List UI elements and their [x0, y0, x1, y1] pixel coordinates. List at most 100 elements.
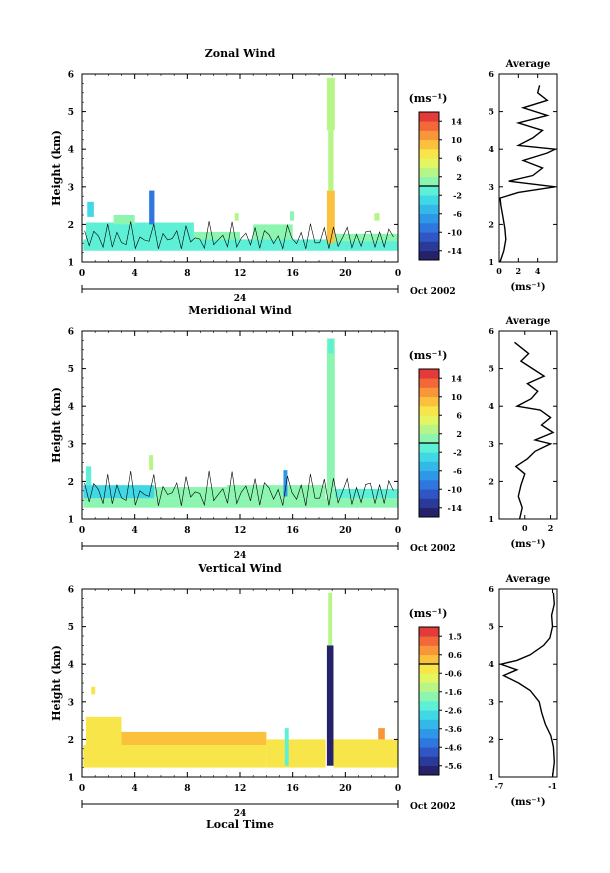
colorbar-swatch-7 [419, 452, 439, 462]
day-label: 24 [234, 809, 247, 819]
colorbar-swatch-10 [419, 167, 439, 178]
heatmap-cell-3 [154, 487, 227, 499]
average-frame [498, 330, 558, 520]
colorbar-tick-label-1: 1.5 [448, 631, 462, 641]
colorbar-tick-label-3: 6 [456, 153, 462, 163]
colorbar-swatch-11 [419, 673, 439, 683]
heatmap-cell-2 [83, 485, 155, 499]
heatmap-cell-8 [328, 592, 333, 646]
avg-y-tick-label-5: 5 [488, 622, 494, 632]
colorbar-swatch-2 [419, 498, 439, 509]
colorbar-tick-label-6: -6 [453, 466, 462, 476]
y-tick-label-4: 4 [68, 661, 74, 671]
colorbar-tick-label-3: -0.6 [445, 668, 463, 678]
colorbar-swatch-12 [419, 664, 439, 674]
heatmap-cell-2 [85, 222, 194, 240]
colorbar-swatch-6 [419, 719, 439, 730]
y-tick-label-3: 3 [68, 440, 74, 450]
colorbar-swatch-16 [419, 112, 439, 122]
colorbar-swatch-3 [419, 232, 439, 242]
x-tick-label-2: 4 [132, 784, 138, 794]
heatmap-cell-9 [328, 338, 334, 354]
colorbar-swatch-12 [419, 149, 439, 159]
colorbar-swatch-12 [419, 406, 439, 416]
heatmap-cell-1 [83, 498, 398, 508]
heatmap-cells [83, 338, 398, 508]
x-tick-label-6: 20 [339, 526, 352, 536]
avg-x-tick-label-2: 2 [548, 523, 554, 533]
colorbar-swatch-1 [419, 507, 439, 518]
avg-x-tick-label-2: 2 [516, 266, 522, 276]
heatmap-cell-9 [333, 739, 398, 768]
avg-y-tick-label-4: 4 [488, 401, 494, 411]
colorbar-swatch-14 [419, 387, 439, 398]
x-tick-label-3: 8 [184, 526, 190, 536]
y-tick-label-6: 6 [68, 328, 74, 338]
avg-y-tick-label-2: 2 [488, 219, 494, 229]
colorbar-swatch-5 [419, 213, 439, 224]
colorbar-swatch-8 [419, 443, 439, 453]
panel-title: Vertical Wind [197, 562, 282, 575]
colorbar-swatch-2 [419, 756, 439, 767]
x-tick-label-1: 0 [79, 526, 85, 536]
heatmap-cells [83, 592, 398, 768]
y-axis-label: Height (km) [50, 130, 63, 206]
colorbar-swatch-8 [419, 701, 439, 711]
y-tick-label-3: 3 [68, 183, 74, 193]
colorbar-swatch-15 [419, 121, 439, 131]
heatmap-cell-10 [326, 190, 335, 244]
heatmap-cell-13 [334, 233, 398, 242]
colorbar-tick-label-7: -10 [448, 227, 463, 237]
date-label: Oct 2002 [410, 802, 456, 812]
colorbar-tick-label-4: 2 [456, 172, 462, 182]
heatmap-cell-5 [113, 215, 135, 225]
colorbar-tick-label-8: -14 [448, 503, 463, 513]
colorbar-tick-label-4: -1.6 [445, 687, 463, 697]
heatmap-cell-7 [283, 470, 288, 497]
colorbar-tick-label-8: -5.6 [445, 761, 463, 771]
heatmap-cell-11 [328, 130, 334, 191]
average-title: Average [505, 316, 551, 327]
colorbar-swatch-1 [419, 250, 439, 261]
average-profile-line [499, 85, 558, 263]
average-profile-line [514, 341, 555, 520]
x-tick-label-4: 12 [234, 526, 247, 536]
colorbar-tick-label-5: -2.6 [445, 705, 463, 715]
y-tick-label-4: 4 [68, 403, 74, 413]
x-tick-label-5: 16 [286, 526, 299, 536]
colorbar-tick-label-5: -2 [453, 447, 462, 457]
colorbar-swatch-15 [419, 636, 439, 646]
colorbar-swatch-13 [419, 139, 439, 150]
colorbar-swatch-10 [419, 682, 439, 693]
heatmap-cell-3 [121, 731, 267, 746]
heatmap-cell-10 [378, 728, 385, 740]
heatmap-cell-6 [193, 231, 240, 240]
avg-y-tick-label-3: 3 [488, 697, 494, 707]
heatmap-cell-7 [253, 224, 293, 240]
x-tick-label-4: 12 [234, 269, 247, 279]
colorbar-unit: (ms⁻¹) [409, 92, 448, 105]
heatmap-cell-8 [326, 338, 335, 501]
avg-y-tick-label-2: 2 [488, 476, 494, 486]
heatmap-cell-8 [234, 213, 239, 221]
x-tick-label-5: 16 [286, 784, 299, 794]
heatmap-cell-7 [326, 645, 334, 766]
heatmap-cell-6 [284, 728, 289, 766]
avg-y-tick-label-3: 3 [488, 439, 494, 449]
heatmap-cell-4 [91, 686, 96, 695]
heatmap-cell-12 [326, 77, 335, 131]
colorbar-tick-label-1: 14 [451, 373, 463, 383]
heatmap-cell-9 [290, 211, 294, 221]
colorbar-swatch-13 [419, 654, 439, 665]
colorbar-swatch-5 [419, 728, 439, 739]
avg-y-tick-label-1: 1 [488, 772, 494, 782]
x-axis-label: Local Time [206, 818, 274, 831]
x-tick-label-1: 0 [79, 269, 85, 279]
contour-line [84, 221, 394, 250]
x-tick-label-6: 20 [339, 784, 352, 794]
y-tick-label-2: 2 [68, 478, 74, 488]
average-xlabel: (ms⁻¹) [510, 797, 545, 808]
